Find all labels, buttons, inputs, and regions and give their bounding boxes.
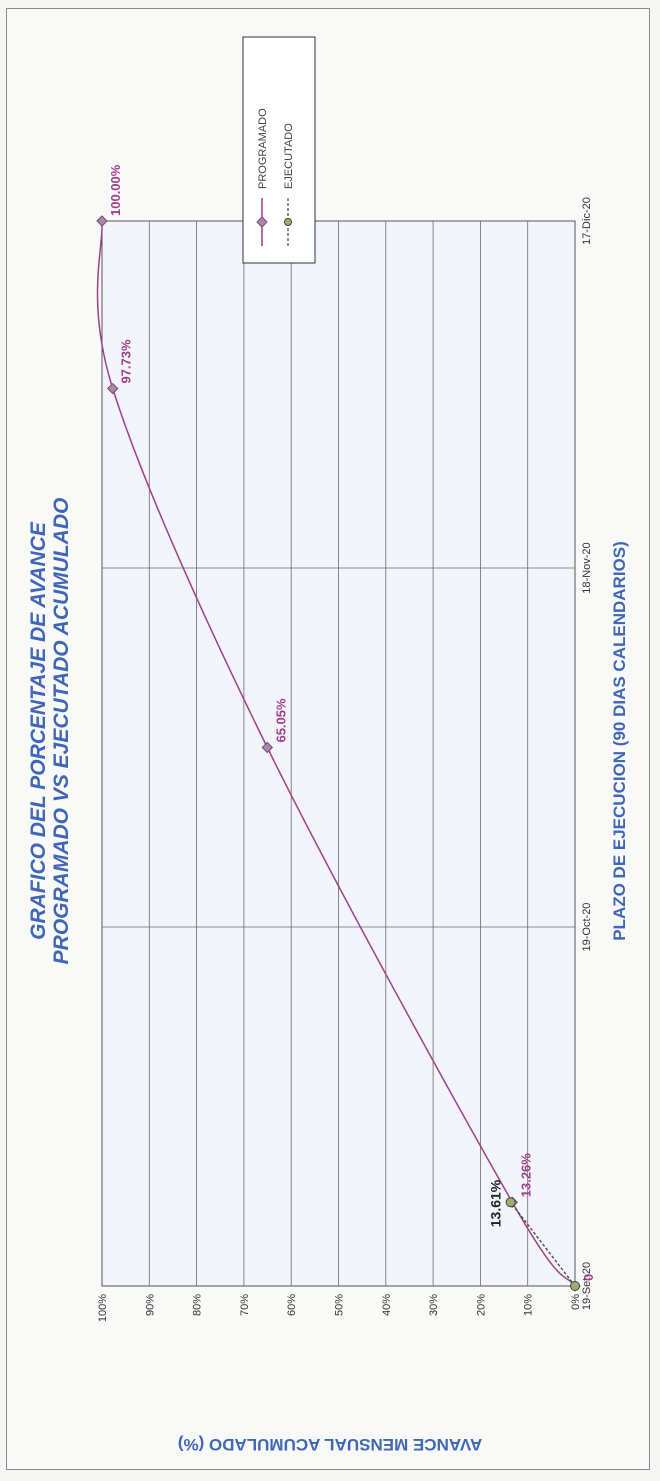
- programado-data-label: 97.73%: [119, 339, 134, 384]
- y-tick-label: 40%: [381, 1294, 393, 1316]
- y-tick-label: 70%: [239, 1294, 251, 1316]
- y-tick-label: 50%: [334, 1294, 346, 1316]
- legend-ejecutado-label: EJECUTADO: [283, 123, 295, 189]
- programado-data-label: 0: [581, 1274, 596, 1281]
- legend: PROGRAMADO EJECUTADO: [242, 36, 316, 264]
- legend-ejecutado-marker: [284, 218, 292, 226]
- grid-lines: [102, 221, 575, 1286]
- x-tick-label: 17-Dic-20: [581, 197, 593, 245]
- chart-title-line1: GRAFICO DEL PORCENTAJE DE AVANCE: [27, 521, 50, 940]
- y-tick-label: 10%: [523, 1294, 535, 1316]
- y-tick-label: 100%: [97, 1294, 109, 1322]
- chart-title-line2: PROGRAMADO VS EJECUTADO ACUMULADO: [50, 498, 73, 965]
- ejecutado-data-label: 13.61%: [488, 1179, 504, 1227]
- y-tick-label: 80%: [192, 1294, 204, 1316]
- ejecutado-line: [510, 1201, 576, 1287]
- legend-programado-label: PROGRAMADO: [257, 108, 269, 189]
- x-tick-label: 18-Nov-20: [581, 542, 593, 593]
- x-tick-label: 19-Oct-20: [581, 903, 593, 952]
- programado-data-label: 100.00%: [108, 164, 123, 216]
- programado-marker: [261, 741, 274, 754]
- y-tick-label: 90%: [144, 1294, 156, 1316]
- programado-data-label: 65.05%: [273, 698, 288, 743]
- programado-marker: [96, 215, 108, 227]
- y-tick-label: 20%: [475, 1294, 487, 1316]
- x-tick-label: 19-Set-20: [581, 1262, 593, 1310]
- y-tick-label: 30%: [428, 1294, 440, 1316]
- ejecutado-marker: [570, 1281, 580, 1291]
- y-tick-label: 60%: [286, 1294, 298, 1316]
- x-axis-title: PLAZO DE EJECUCION (90 DIAS CALENDARIOS): [610, 541, 629, 941]
- data-labels: 0 13.26% 65.05% 97.73% 100.00% 13.61%: [108, 164, 596, 1281]
- programado-data-label: 13.26%: [518, 1153, 533, 1198]
- legend-box: [242, 36, 316, 264]
- legend-programado-marker: [256, 216, 268, 228]
- y-axis-title: AVANCE MENSUAL ACUMULADO (%): [178, 1435, 482, 1454]
- programado-marker: [107, 382, 119, 395]
- y-axis-ticks: 0% 10% 20% 30% 40% 50% 60% 70% 80% 90% 100%: [97, 1294, 582, 1322]
- ejecutado-marker: [505, 1197, 516, 1208]
- y-tick-label: 0%: [570, 1294, 582, 1310]
- x-axis-ticks: 19-Set-20 19-Oct-20 18-Nov-20 17-Dic-20: [581, 197, 593, 1310]
- series-layer: [96, 215, 581, 1292]
